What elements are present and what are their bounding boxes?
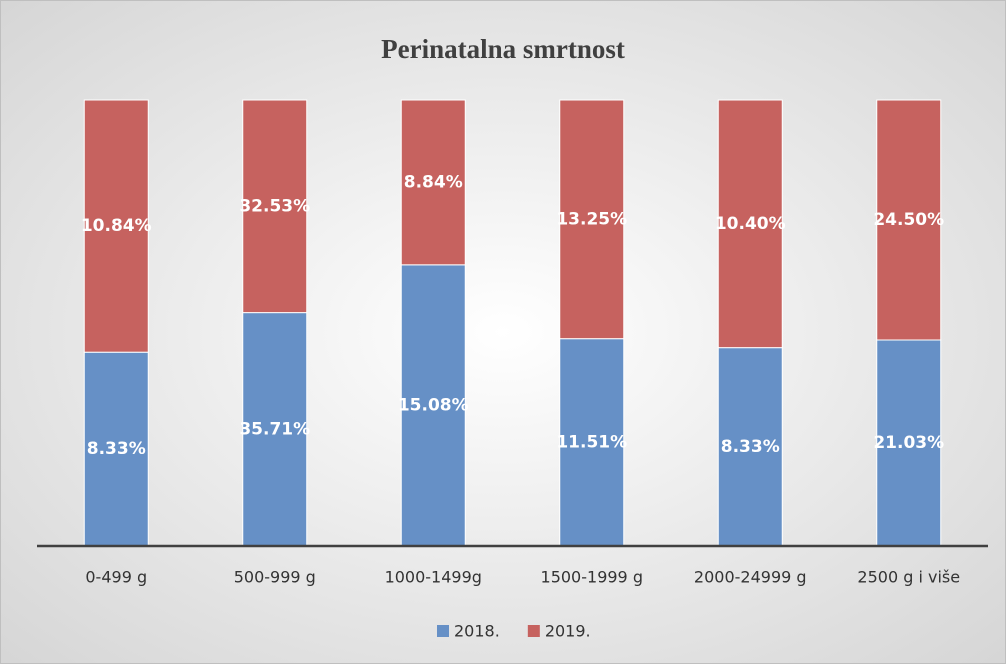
- data-label: 32.53%: [239, 196, 310, 216]
- bar-segment: [717, 99, 783, 349]
- legend-label: 2018.: [454, 622, 500, 641]
- bar-segment: [876, 339, 942, 547]
- legend-swatch: [527, 625, 540, 637]
- bar-segment: [242, 99, 308, 314]
- x-tick-label: 500-999 g: [234, 568, 316, 587]
- x-tick-label: 0-499 g: [85, 568, 147, 587]
- data-label: 8.84%: [404, 172, 463, 192]
- bar-segment: [400, 264, 466, 547]
- data-label: 13.25%: [556, 209, 627, 229]
- x-tick-label: 2000-24999 g: [694, 568, 807, 587]
- bar-segment: [876, 99, 942, 341]
- data-label: 21.03%: [873, 433, 944, 453]
- data-label: 10.84%: [81, 216, 152, 236]
- data-label: 15.08%: [398, 395, 469, 415]
- data-label: 35.71%: [239, 419, 310, 439]
- data-label: 8.33%: [87, 439, 146, 459]
- legend-swatch: [437, 625, 449, 637]
- x-tick-label: 2500 g i više: [857, 568, 960, 587]
- bar-segment: [83, 351, 149, 547]
- x-tick-label: 1000-1499g: [385, 568, 482, 587]
- data-label: 10.40%: [715, 214, 786, 234]
- x-tick-label: 1500-1999 g: [541, 568, 643, 587]
- legend-label: 2019.: [545, 622, 591, 641]
- chart-title: Perinatalna smrtnost: [381, 34, 625, 64]
- data-label: 11.51%: [556, 432, 627, 452]
- bar-segment: [559, 99, 625, 340]
- bar-segment: [83, 99, 149, 353]
- data-label: 24.50%: [873, 210, 944, 230]
- bar-segment: [400, 99, 466, 266]
- data-label: 8.33%: [721, 437, 780, 457]
